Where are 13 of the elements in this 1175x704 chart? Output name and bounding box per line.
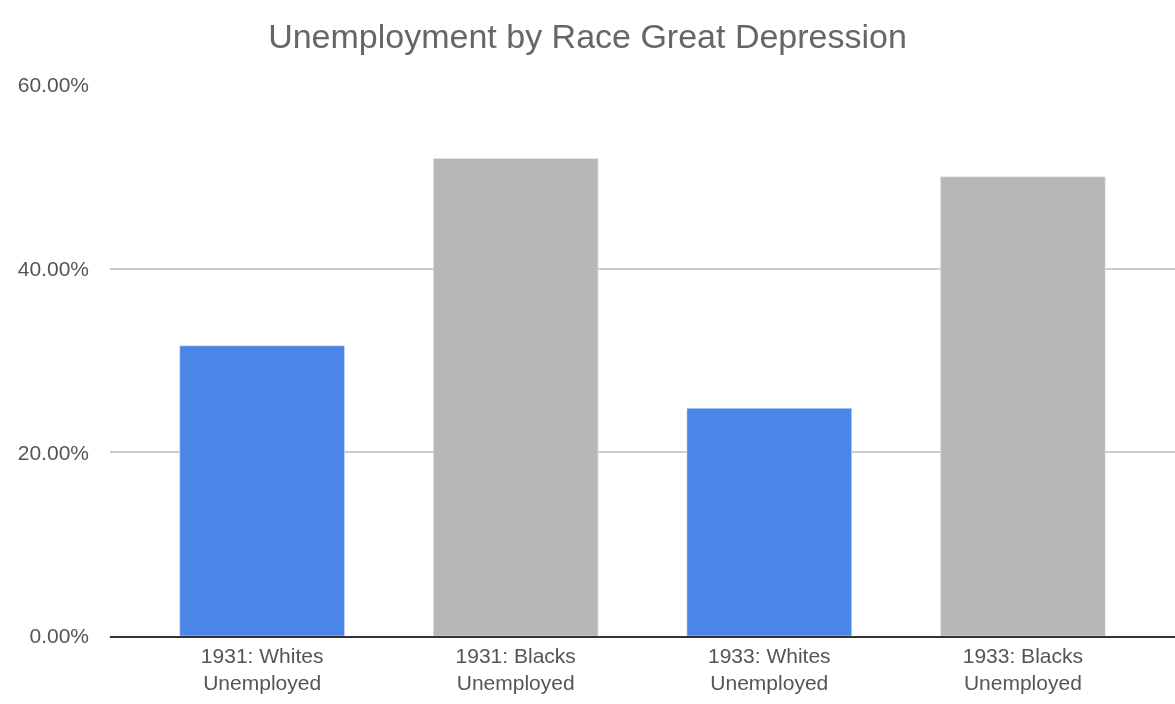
bar	[940, 176, 1106, 636]
y-tick-label: 0.00%	[29, 624, 89, 648]
bar	[433, 158, 599, 636]
chart-title: Unemployment by Race Great Depression	[268, 17, 907, 56]
x-tick-label: 1931: Whites Unemployed	[200, 643, 324, 695]
y-tick-label: 20.00%	[17, 440, 89, 464]
y-tick-label: 40.00%	[17, 257, 89, 281]
x-tick-label: 1931: Blacks Unemployed	[455, 643, 576, 695]
x-tick-label: 1933: Whites Unemployed	[708, 643, 831, 695]
bar	[179, 345, 345, 636]
x-tick-label: 1933: Blacks Unemployed	[962, 643, 1083, 695]
bar	[686, 408, 852, 636]
y-tick-label: 60.00%	[17, 73, 89, 97]
